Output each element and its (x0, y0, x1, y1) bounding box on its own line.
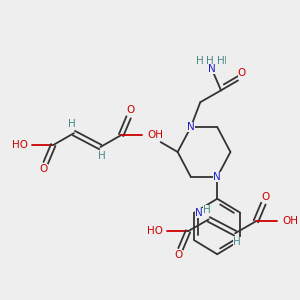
Text: O: O (40, 164, 48, 174)
Text: H: H (206, 56, 214, 66)
Text: OH: OH (148, 130, 164, 140)
Text: H: H (98, 151, 106, 161)
Text: HO: HO (147, 226, 163, 236)
Text: HO: HO (12, 140, 28, 150)
Text: O: O (261, 192, 269, 202)
Text: N: N (208, 64, 215, 74)
Text: O: O (126, 105, 135, 116)
Text: N: N (195, 208, 203, 218)
Text: H: H (68, 119, 76, 129)
Text: H: H (203, 206, 211, 215)
Text: O: O (238, 68, 246, 77)
Text: H: H (217, 56, 225, 66)
Text: O: O (175, 250, 183, 260)
Text: H: H (233, 237, 241, 247)
Text: H: H (219, 56, 227, 66)
Text: OH: OH (282, 216, 298, 226)
Text: N: N (213, 172, 221, 182)
Text: H: H (196, 56, 204, 66)
Text: N: N (187, 122, 195, 132)
